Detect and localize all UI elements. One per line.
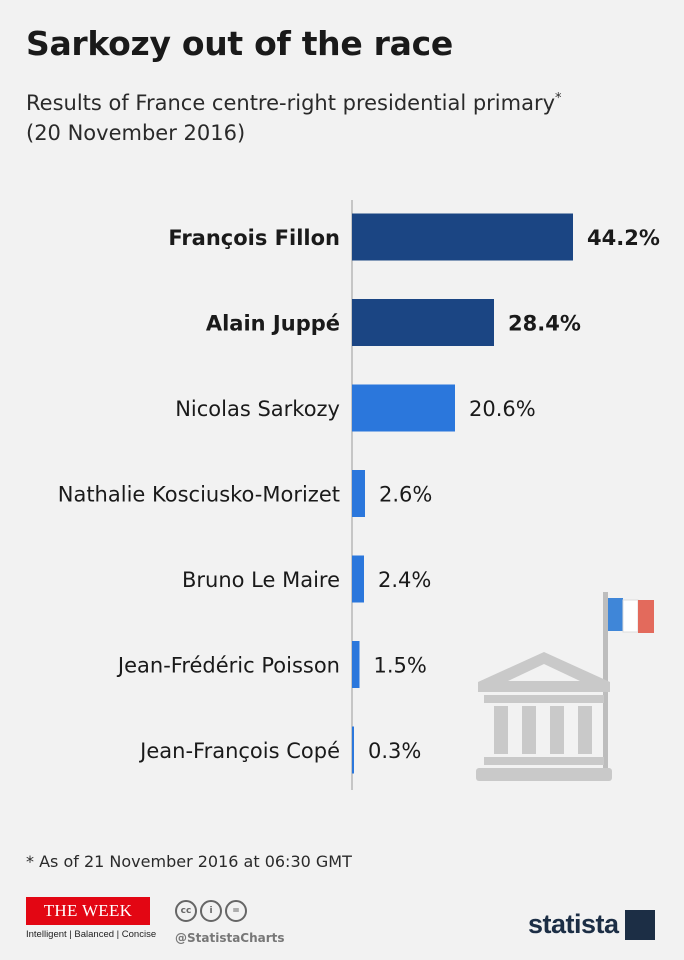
chart-subtitle: Results of France centre-right president…: [26, 84, 666, 148]
bar: [352, 299, 494, 346]
publisher-logo: THE WEEK Intelligent | Balanced | Concis…: [26, 897, 157, 940]
statista-mark-icon: [624, 909, 655, 940]
category-label: Alain Juppé: [206, 312, 340, 336]
building-column: [522, 706, 536, 754]
publisher-tagline: Intelligent | Balanced | Concise: [26, 929, 157, 940]
social-handle: @StatistaCharts: [175, 931, 285, 945]
chart-title: Sarkozy out of the race: [26, 24, 453, 63]
building-column: [550, 706, 564, 754]
cc-icon: cc: [175, 900, 197, 922]
bar-chart: François Fillon 44.2% Alain Juppé 28.4% Nico…: [58, 200, 660, 790]
value-label: 1.5%: [374, 654, 427, 678]
flag-red-stripe: [638, 600, 654, 633]
subtitle-date: (20 November 2016): [26, 121, 246, 145]
building-column: [494, 706, 508, 754]
building-entablature: [484, 695, 604, 703]
bar: [352, 384, 455, 432]
building-base: [476, 768, 612, 781]
flag-white-stripe: [622, 599, 639, 633]
bar: [352, 555, 364, 603]
bar: [352, 726, 354, 774]
no-derivatives-icon: =: [225, 900, 247, 922]
value-label: 2.6%: [379, 483, 432, 507]
chart-marks: François Fillon 44.2% Alain Juppé 28.4% Nico…: [58, 213, 660, 774]
value-label: 44.2%: [587, 226, 660, 250]
value-label: 20.6%: [469, 397, 536, 421]
category-label: Nicolas Sarkozy: [175, 397, 340, 421]
footnote: * As of 21 November 2016 at 06:30 GMT: [26, 852, 352, 871]
value-label: 28.4%: [508, 312, 581, 336]
category-label: Jean-Frédéric Poisson: [116, 654, 340, 678]
attribution-icon: i: [200, 900, 222, 922]
building-column: [578, 706, 592, 754]
bar: [352, 213, 573, 261]
subtitle-footnote-marker: *: [555, 91, 562, 106]
subtitle-text: Results of France centre-right president…: [26, 91, 556, 115]
statista-wordmark: statista: [528, 909, 619, 939]
category-label: François Fillon: [168, 226, 340, 250]
building-pediment: [508, 664, 580, 681]
category-label: Jean-François Copé: [138, 739, 340, 763]
flag-blue-stripe: [608, 598, 623, 631]
bar: [352, 470, 365, 517]
value-label: 2.4%: [378, 568, 431, 592]
category-label: Bruno Le Maire: [182, 568, 340, 592]
category-label: Nathalie Kosciusko-Morizet: [58, 483, 340, 507]
statista-logo: statista: [528, 909, 655, 940]
bar: [352, 641, 360, 688]
government-building-icon: [476, 592, 654, 781]
license-icons: cc i =: [175, 900, 247, 922]
value-label: 0.3%: [368, 739, 421, 763]
building-step: [484, 757, 604, 765]
publisher-name: THE WEEK: [26, 897, 150, 925]
